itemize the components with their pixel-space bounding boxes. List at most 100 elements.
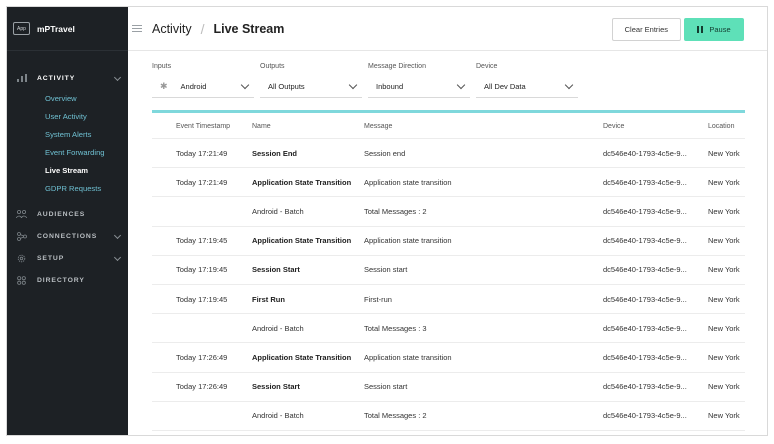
row-message: Total Messages : 3: [364, 323, 427, 333]
sidebar: App mPTravel ACTIVITY Overview User Acti…: [7, 7, 128, 435]
row-device: dc546e40-1793-4c5e-9...: [603, 294, 687, 304]
select-value: All Outputs: [268, 82, 305, 91]
nav-section-label: AUDIENCES: [37, 210, 86, 218]
filter-outputs: Outputs All Outputs: [260, 63, 362, 98]
row-timestamp: Today 17:19:45: [176, 236, 228, 246]
nav-item-overview[interactable]: Overview: [45, 93, 77, 103]
filter-label: Message Direction: [368, 63, 426, 70]
outputs-select[interactable]: All Outputs: [260, 76, 362, 98]
filter-label: Outputs: [260, 63, 285, 70]
nav-item-user-activity[interactable]: User Activity: [45, 111, 87, 121]
row-device: dc546e40-1793-4c5e-9...: [603, 411, 687, 421]
row-location: New York: [708, 148, 740, 158]
table-top-rule: [152, 110, 745, 113]
row-device: dc546e40-1793-4c5e-9...: [603, 206, 687, 216]
brand-name: mPTravel: [37, 23, 75, 34]
filter-device: Device All Dev Data: [476, 63, 578, 98]
row-device: dc546e40-1793-4c5e-9...: [603, 177, 687, 187]
android-icon: ✱: [160, 81, 168, 91]
nav-item-event-forwarding[interactable]: Event Forwarding: [45, 147, 105, 157]
grid-icon: [16, 275, 27, 285]
nav-section-label: SETUP: [37, 254, 65, 262]
connections-icon: [16, 231, 27, 241]
table-row[interactable]: Today 17:19:45 Application State Transiti…: [152, 227, 745, 256]
filter-direction: Message Direction Inbound: [368, 63, 470, 98]
row-location: New York: [708, 382, 740, 392]
row-timestamp: Today 17:26:49: [176, 382, 228, 392]
row-timestamp: Today 17:21:49: [176, 177, 228, 187]
nav-section-directory[interactable]: DIRECTORY: [7, 269, 128, 291]
table-row[interactable]: Today 17:26:49 Session Start Session start…: [152, 373, 745, 402]
chevron-down-icon: [456, 80, 466, 90]
row-name: Session Start: [252, 382, 300, 392]
row-device: dc546e40-1793-4c5e-9...: [603, 352, 687, 362]
breadcrumb-separator: /: [200, 20, 205, 37]
table-row[interactable]: Today 17:21:49 Session End Session end dc54…: [152, 139, 745, 169]
row-message: Application state transition: [364, 236, 452, 246]
row-name: Application State Transition: [252, 236, 352, 246]
row-name: Android - Batch: [252, 411, 304, 421]
column-header-timestamp[interactable]: Event Timestamp: [176, 123, 231, 130]
table-row[interactable]: Today 17:19:45 Session Start Session start…: [152, 256, 745, 285]
row-device: dc546e40-1793-4c5e-9...: [603, 236, 687, 246]
table-row[interactable]: Android - Batch Total Messages : 2 dc546e4…: [152, 402, 745, 431]
row-message: Application state transition: [364, 352, 452, 362]
column-header-message[interactable]: Message: [364, 123, 393, 130]
column-header-name[interactable]: Name: [252, 123, 271, 130]
chevron-down-icon: [240, 80, 250, 90]
device-select[interactable]: All Dev Data: [476, 76, 578, 98]
brand[interactable]: App mPTravel: [7, 7, 128, 51]
nav-item-live-stream[interactable]: Live Stream: [45, 165, 89, 175]
direction-select[interactable]: Inbound: [368, 76, 470, 98]
row-name: Session Start: [252, 265, 300, 275]
row-message: Session start: [364, 265, 408, 275]
breadcrumb-root[interactable]: Activity: [152, 21, 192, 36]
bar-chart-icon: [16, 74, 27, 83]
row-name: First Run: [252, 294, 285, 304]
nav-section-activity[interactable]: ACTIVITY: [7, 67, 128, 89]
nav-section-audiences[interactable]: AUDIENCES: [7, 203, 128, 225]
row-message: Total Messages : 2: [364, 206, 427, 216]
table-body: Today 17:21:49 Session End Session end dc54…: [152, 139, 745, 431]
nav-section-setup[interactable]: SETUP: [7, 247, 128, 269]
nav-item-system-alerts[interactable]: System Alerts: [45, 129, 92, 139]
row-message: Session end: [364, 148, 406, 158]
row-location: New York: [708, 411, 740, 421]
app-badge-icon: App: [13, 22, 30, 35]
row-location: New York: [708, 236, 740, 246]
filter-label: Inputs: [152, 63, 172, 70]
row-location: New York: [708, 265, 740, 275]
row-name: Session End: [252, 148, 298, 158]
row-message: Total Messages : 2: [364, 411, 427, 421]
table-row[interactable]: Android - Batch Total Messages : 2 dc546e4…: [152, 197, 745, 227]
row-location: New York: [708, 206, 740, 216]
inputs-select[interactable]: ✱ Android: [152, 76, 254, 98]
menu-icon[interactable]: [132, 23, 142, 34]
page-header: Activity / Live Stream Clear Entries Pau…: [128, 7, 767, 51]
select-value: Android: [180, 82, 207, 91]
chevron-down-icon: [348, 80, 358, 90]
pause-button[interactable]: Pause: [684, 18, 744, 41]
table-header: Event Timestamp Name Message Device Loca…: [152, 115, 745, 139]
filter-label: Device: [476, 63, 498, 70]
row-name: Application State Transition: [252, 177, 352, 187]
nav-section-label: CONNECTIONS: [37, 232, 98, 240]
filter-inputs: Inputs ✱ Android: [152, 63, 254, 98]
nav-item-gdpr-requests[interactable]: GDPR Requests: [45, 183, 102, 193]
gear-icon: [16, 254, 27, 263]
table-row[interactable]: Android - Batch Total Messages : 3 dc546e4…: [152, 314, 745, 344]
pause-icon: [697, 26, 704, 33]
column-header-device[interactable]: Device: [603, 123, 625, 130]
row-timestamp: Today 17:19:45: [176, 294, 228, 304]
chevron-down-icon: [113, 231, 122, 240]
table-row[interactable]: Today 17:26:49 Application State Transiti…: [152, 343, 745, 373]
row-timestamp: Today 17:19:45: [176, 265, 228, 275]
clear-entries-button[interactable]: Clear Entries: [611, 18, 681, 41]
row-name: Android - Batch: [252, 206, 304, 216]
column-header-location[interactable]: Location: [708, 123, 735, 130]
table-row[interactable]: Today 17:21:49 Application State Transiti…: [152, 168, 745, 198]
table-row[interactable]: Today 17:19:45 First Run First-run dc546e40…: [152, 285, 745, 315]
nav-section-connections[interactable]: CONNECTIONS: [7, 225, 128, 247]
chevron-down-icon: [113, 253, 122, 262]
row-timestamp: Today 17:21:49: [176, 148, 228, 158]
